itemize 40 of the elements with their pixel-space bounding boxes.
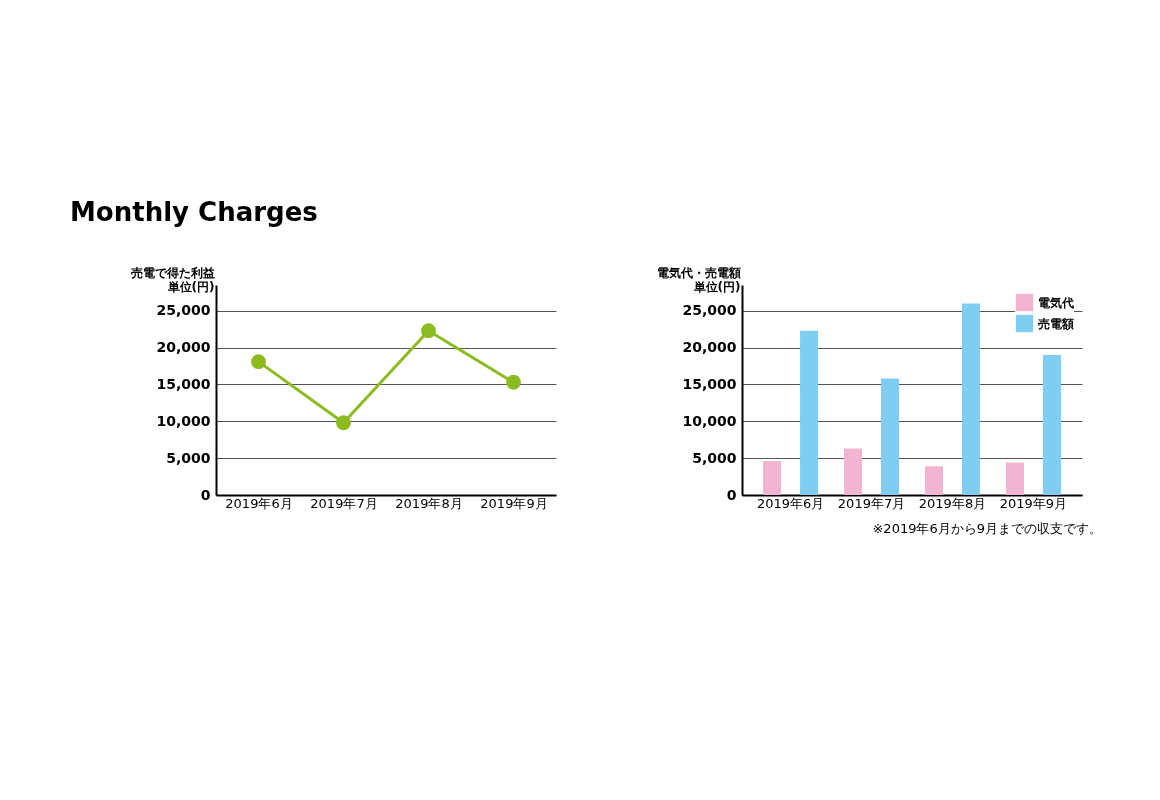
y-tick-label: 15,000 [156,375,211,392]
text: 電気代・売電額 [656,265,741,280]
point [336,415,351,431]
x-tick-label: 2019年8月 [918,495,987,511]
legend-label: 電気代 [1038,295,1074,310]
bar [763,461,782,495]
x-tick-label: 2019年7月 [310,495,378,511]
text: 単位(円) [693,279,741,294]
bar [924,466,943,495]
bar [881,378,900,495]
y-tick-label: 0 [726,486,737,503]
point [251,354,266,370]
x-tick-label: 2019年9月 [999,495,1068,511]
y-tick-label: 15,000 [682,375,737,392]
text: ※2019年6月から9月までの収支です。 [872,521,1102,536]
y-tick-label: 5,000 [692,449,737,466]
y-tick-label: 10,000 [682,412,737,429]
x-tick-label: 2019年8月 [395,495,463,511]
chart-title: Monthly Charges [70,197,318,227]
y-tick-label: 25,000 [156,302,211,319]
y-tick-label: 20,000 [682,339,737,356]
x-tick-label: 2019年6月 [225,495,293,511]
bar [1042,355,1061,495]
y-tick-label: 10,000 [156,412,211,429]
y-tick-label: 20,000 [156,339,211,356]
bar [961,303,980,495]
text: 単位(円) [167,279,215,294]
x-tick-label: 2019年6月 [756,495,825,511]
y-tick-label: 25,000 [682,302,737,319]
y-tick-label: 0 [200,486,211,503]
bar [800,330,819,495]
x-tick-label: 2019年7月 [837,495,906,511]
text: 売電で得た利益 [130,265,215,280]
bar [1005,462,1024,495]
bar [844,448,863,495]
legend-label: 売電額 [1038,316,1074,331]
point [506,374,521,390]
x-tick-label: 2019年9月 [480,495,548,511]
point [421,323,436,339]
y-tick-label: 5,000 [166,449,211,466]
